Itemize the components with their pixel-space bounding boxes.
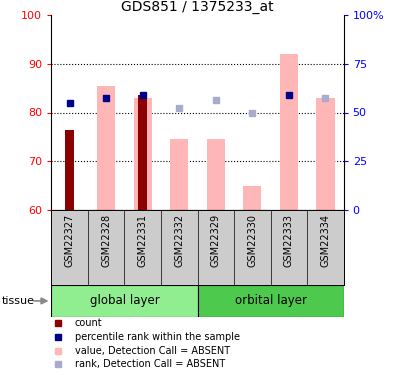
Text: GSM22331: GSM22331	[138, 214, 148, 267]
Bar	[207, 140, 225, 210]
Bar	[280, 54, 298, 210]
Bar	[51, 285, 198, 317]
Bar	[198, 285, 344, 317]
Bar	[243, 186, 261, 210]
Text: tissue: tissue	[2, 296, 35, 306]
Bar	[138, 96, 147, 210]
Title: GDS851 / 1375233_at: GDS851 / 1375233_at	[121, 0, 274, 14]
Bar	[134, 98, 152, 210]
Text: GSM22334: GSM22334	[320, 214, 330, 267]
Text: rank, Detection Call = ABSENT: rank, Detection Call = ABSENT	[75, 359, 225, 369]
Text: GSM22328: GSM22328	[101, 214, 111, 267]
Bar	[97, 86, 115, 210]
Text: GSM22332: GSM22332	[174, 214, 184, 267]
Bar	[170, 140, 188, 210]
Text: value, Detection Call = ABSENT: value, Detection Call = ABSENT	[75, 345, 230, 355]
Text: GSM22329: GSM22329	[211, 214, 221, 267]
Bar	[65, 130, 74, 210]
Text: GSM22333: GSM22333	[284, 214, 294, 267]
Text: global layer: global layer	[90, 294, 159, 307]
Text: orbital layer: orbital layer	[235, 294, 307, 307]
Text: count: count	[75, 318, 102, 328]
Text: GSM22330: GSM22330	[247, 214, 257, 267]
Text: GSM22327: GSM22327	[65, 214, 75, 267]
Text: percentile rank within the sa​mple: percentile rank within the sa​mple	[75, 332, 240, 342]
Bar	[316, 98, 335, 210]
